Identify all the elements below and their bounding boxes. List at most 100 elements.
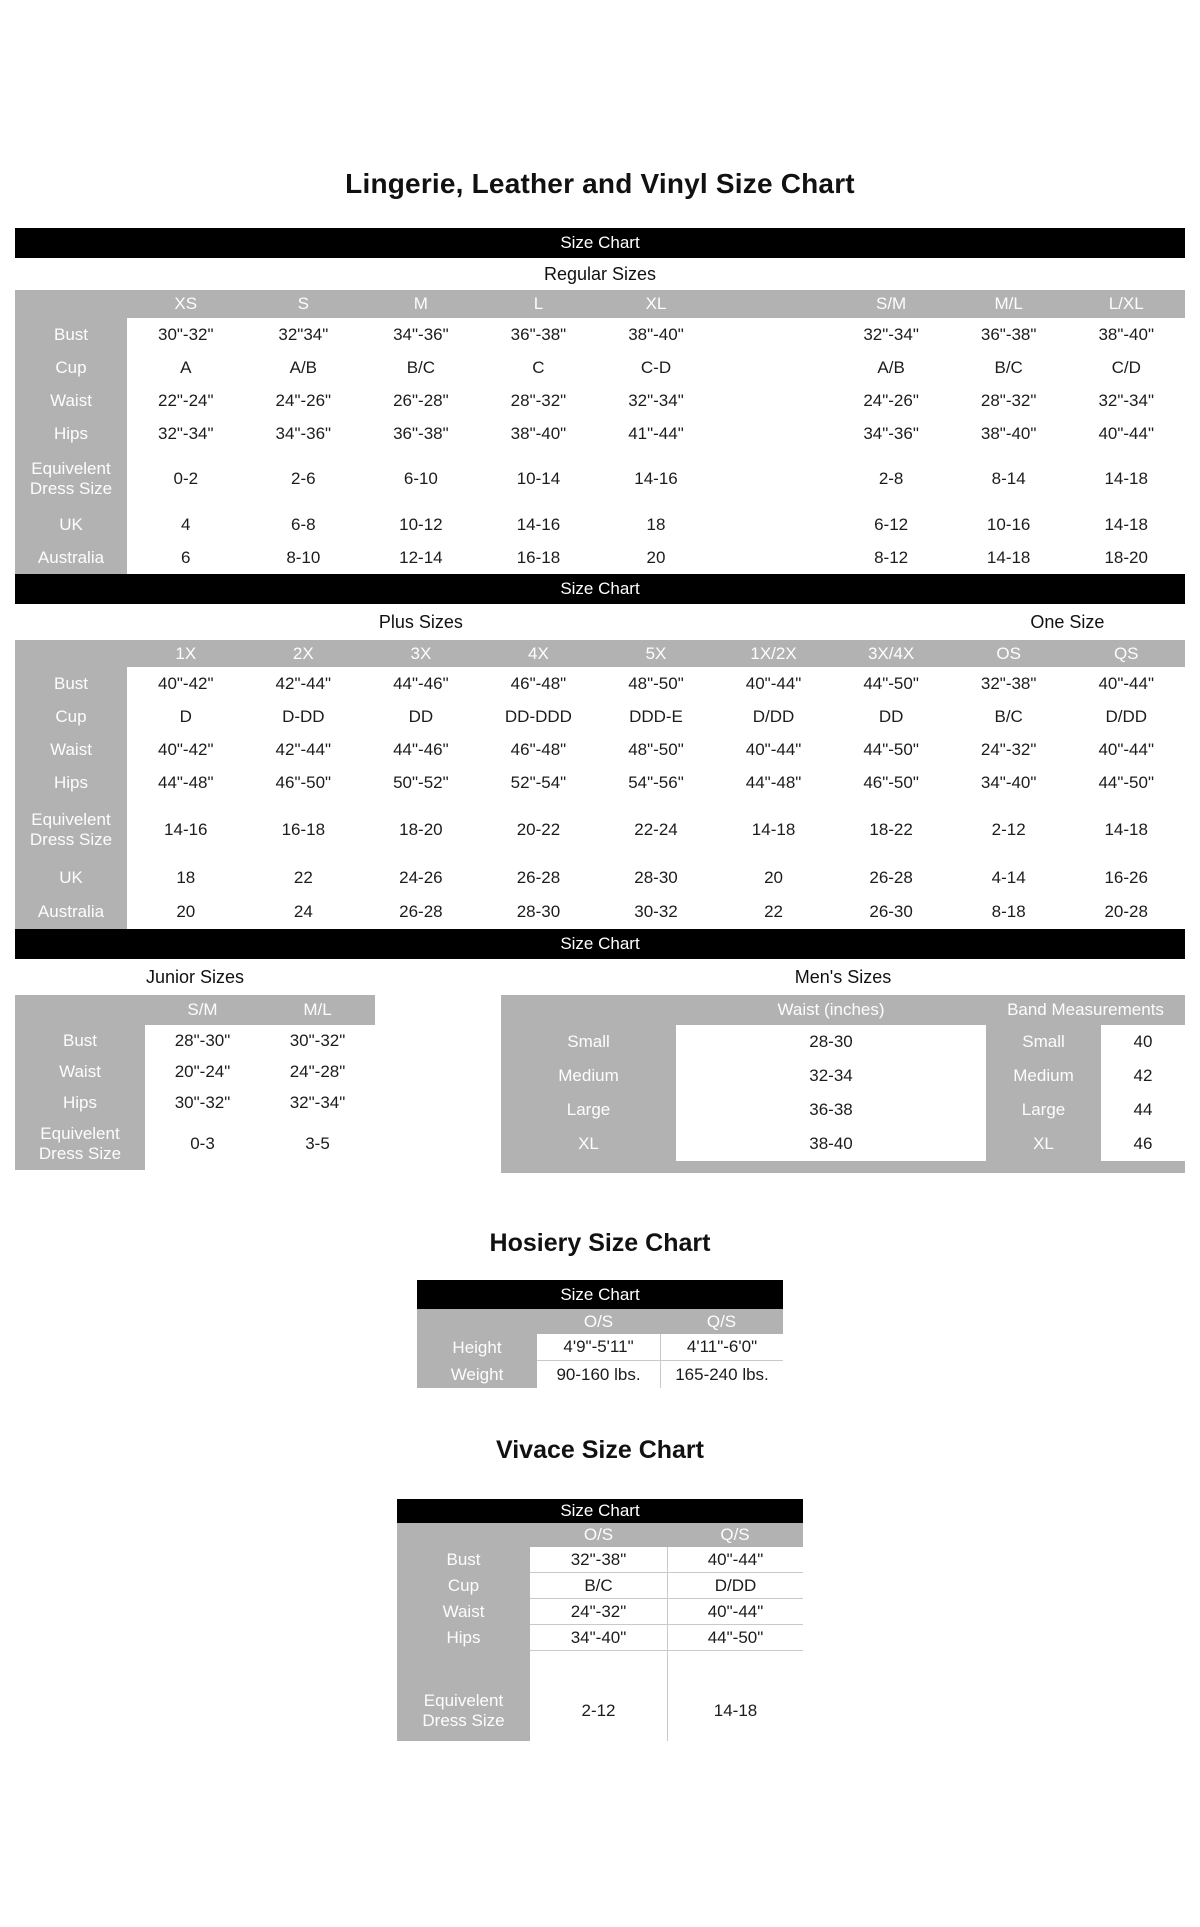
size-cell [714,384,833,417]
row-label: XL [501,1127,676,1161]
band-row-label: Medium [986,1059,1101,1093]
size-cell: 10-14 [479,450,598,508]
table-row: Equivelent Dress Size 14-16 16-18 18-20 … [15,799,1185,861]
table-row: Australia 6 8-10 12-14 16-18 20 8-12 14-… [15,541,1185,574]
size-cell: A/B [244,351,363,384]
size-cell: 6-10 [362,450,480,508]
size-cell: 32"-34" [260,1087,375,1118]
column-header: O/S [530,1523,667,1547]
size-cell: 0-2 [127,450,245,508]
size-cell: 0-3 [145,1118,260,1170]
size-cell: 8-10 [244,541,363,574]
size-cell: 26-28 [479,861,598,895]
table-row: XL 38-40 XL 46 [501,1127,1185,1161]
table-row: Equivelent Dress Size 2-12 14-18 [397,1681,803,1741]
size-chart-bar-label: Size Chart [560,1501,640,1520]
size-cell: 8-18 [949,895,1068,929]
row-label: Waist [15,733,127,766]
row-label: Height [417,1334,537,1361]
size-cell: 30"-32" [145,1087,260,1118]
corner-cell [501,995,676,1025]
plus-sizes-table: 1X 2X 3X 4X 5X 1X/2X 3X/4X OS QS Bust 40… [15,640,1185,929]
band-cell: 42 [1101,1059,1185,1093]
size-cell: 14-18 [1067,450,1185,508]
size-cell: 28"-32" [479,384,598,417]
size-cell: 44"-50" [832,733,950,766]
plus-sizes-heading: Plus Sizes [378,611,463,632]
row-label: Cup [15,700,127,733]
size-cell: 24 [244,895,363,929]
size-cell: 36"-38" [479,318,598,351]
vivace-gap-row [397,1651,803,1681]
size-cell: DD [832,700,950,733]
size-cell: 4-14 [949,861,1068,895]
row-label: Waist [15,1056,145,1087]
column-header: Q/S [660,1309,783,1334]
size-cell: DD-DDD [479,700,598,733]
row-label: Waist [15,384,127,417]
size-cell: 20-22 [479,799,598,861]
size-cell: 16-18 [479,541,598,574]
size-cell: 24-26 [362,861,480,895]
size-cell: 32"-34" [1067,384,1185,417]
row-label: Hips [15,1087,145,1118]
waist-cell: 36-38 [676,1093,986,1127]
junior-sizes-heading: Junior Sizes [145,966,245,987]
waist-cell: 28-30 [676,1025,986,1059]
size-cell: 14-18 [714,799,833,861]
size-cell: 38"-40" [949,417,1068,450]
size-cell: 30-32 [597,895,715,929]
size-cell: 20-28 [1067,895,1185,929]
size-cell: 14-18 [667,1681,803,1741]
column-header: 1X [127,640,245,667]
size-cell: 42"-44" [244,733,363,766]
size-chart-bar-label: Size Chart [560,1284,640,1304]
column-header: 5X [597,640,715,667]
size-cell: 40"-44" [714,733,833,766]
size-cell: 2-12 [530,1681,667,1741]
row-label: Cup [397,1573,530,1599]
size-cell: 165-240 lbs. [660,1361,783,1388]
size-cell: 32"-38" [949,667,1068,700]
table-row: Bust 30"-32" 32"34" 34"-36" 36"-38" 38"-… [15,318,1185,351]
size-chart-bar: Size Chart [397,1499,803,1523]
size-cell: D/DD [1067,700,1185,733]
size-chart-bar-label: Size Chart [560,579,640,598]
size-cell: A [127,351,245,384]
size-cell: 26-28 [362,895,480,929]
size-cell: 22-24 [597,799,715,861]
size-cell: 28"-32" [949,384,1068,417]
size-cell: 28"-30" [145,1025,260,1056]
size-cell: 2-8 [832,450,950,508]
table-row: Australia 20 24 26-28 28-30 30-32 22 26-… [15,895,1185,929]
size-cell: 14-18 [949,541,1068,574]
mens-sizes-table: Waist (inches) Band Measurements Small 2… [501,995,1185,1173]
size-cell: 44"-50" [1067,766,1185,799]
band-cell: 40 [1101,1025,1185,1059]
plus-header-row: 1X 2X 3X 4X 5X 1X/2X 3X/4X OS QS [15,640,1185,667]
size-cell: 8-14 [949,450,1068,508]
size-cell [714,318,833,351]
column-header: 1X/2X [714,640,833,667]
table-row: UK 18 22 24-26 26-28 28-30 20 26-28 4-14… [15,861,1185,895]
junior-sizes-table: S/M M/L Bust 28"-30" 30"-32" Waist 20"-2… [15,995,375,1170]
size-chart-bar: Size Chart [15,929,1185,959]
table-row: Hips 30"-32" 32"-34" [15,1087,375,1118]
size-cell: 46"-48" [479,667,598,700]
size-cell: 18-20 [1067,541,1185,574]
footer-cell [1101,1161,1185,1173]
column-header: L/XL [1067,290,1185,318]
size-cell [714,417,833,450]
size-cell: 40"-42" [127,733,245,766]
size-cell [714,541,833,574]
size-cell [714,351,833,384]
size-cell: 48"-50" [597,733,715,766]
table-row: Weight 90-160 lbs. 165-240 lbs. [417,1361,783,1388]
column-header: QS [1067,640,1185,667]
band-cell: 46 [1101,1127,1185,1161]
size-cell: 41"-44" [597,417,715,450]
row-label: Bust [15,667,127,700]
size-cell: 2-12 [949,799,1068,861]
size-cell: 40"-44" [1067,667,1185,700]
size-cell: 44"-46" [362,667,480,700]
